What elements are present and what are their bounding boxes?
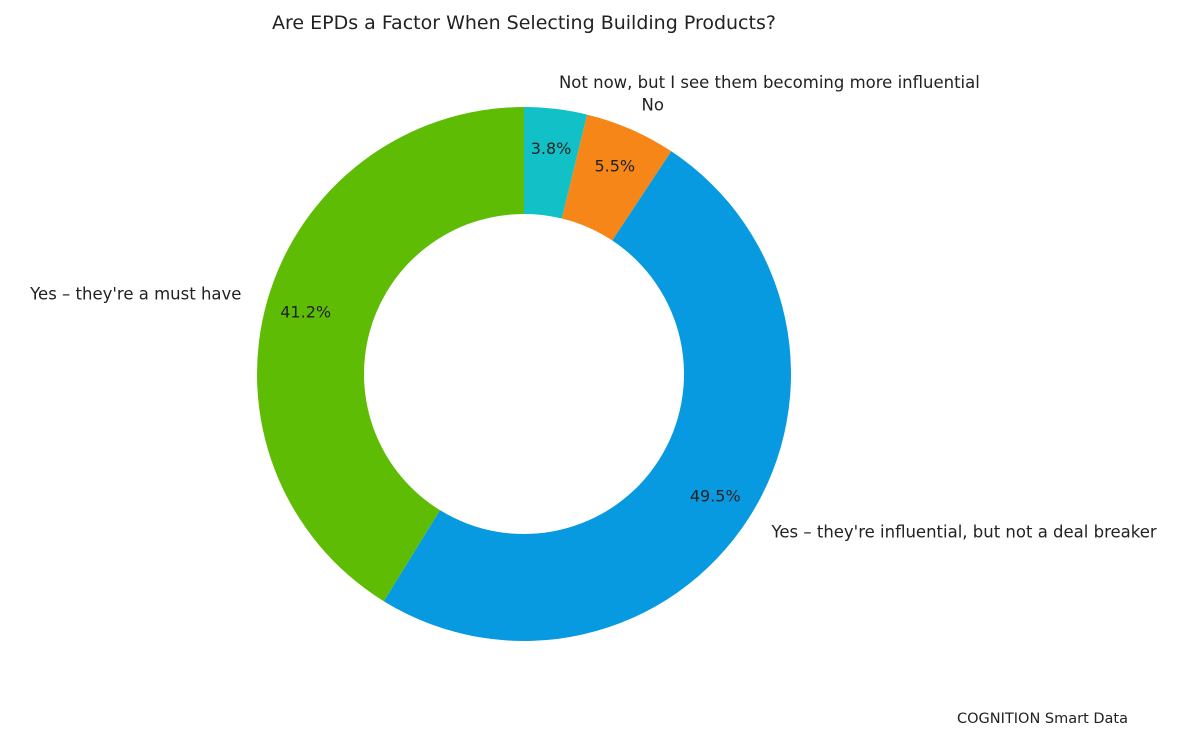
slice-3 (256, 107, 524, 602)
slice-percent-label: 49.5% (690, 487, 741, 506)
chart-title: Are EPDs a Factor When Selecting Buildin… (272, 12, 776, 34)
slice-percent-label: 3.8% (531, 139, 572, 158)
slice-percent-label: 5.5% (594, 156, 635, 175)
slice-percent-label: 41.2% (280, 303, 331, 322)
slice-1 (561, 114, 672, 241)
slice-category-label: Not now, but I see them becoming more in… (559, 73, 980, 92)
slice-0 (524, 107, 588, 219)
slice-category-label: Yes – they're influential, but not a dea… (770, 523, 1156, 542)
slice-category-label: No (641, 95, 663, 114)
source-credit: COGNITION Smart Data (957, 711, 1128, 727)
slice-2 (383, 151, 791, 641)
slice-category-label: Yes – they're a must have (29, 284, 241, 303)
